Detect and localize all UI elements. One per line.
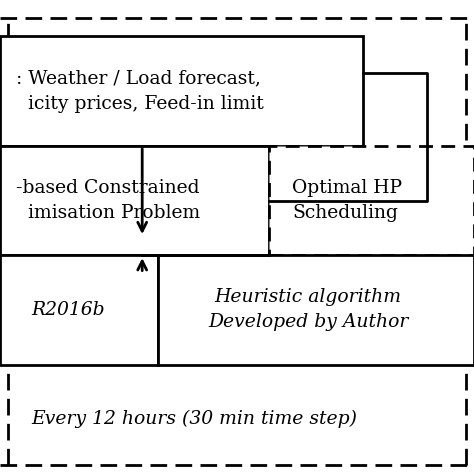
- Text: Heuristic algorithm
Developed by Author: Heuristic algorithm Developed by Author: [208, 288, 408, 331]
- Bar: [0, 255, 158, 365]
- Text: -based Constrained
  imisation Problem: -based Constrained imisation Problem: [16, 179, 200, 222]
- Bar: [0, 146, 269, 255]
- Bar: [269, 146, 474, 255]
- Text: : Weather / Load forecast,
  icity prices, Feed-in limit: : Weather / Load forecast, icity prices,…: [16, 70, 264, 113]
- Bar: [158, 255, 474, 365]
- Text: R2016b: R2016b: [32, 301, 105, 319]
- Text: Optimal HP
Scheduling: Optimal HP Scheduling: [292, 179, 402, 222]
- Bar: [0, 36, 364, 146]
- Text: Every 12 hours (30 min time step): Every 12 hours (30 min time step): [32, 410, 357, 428]
